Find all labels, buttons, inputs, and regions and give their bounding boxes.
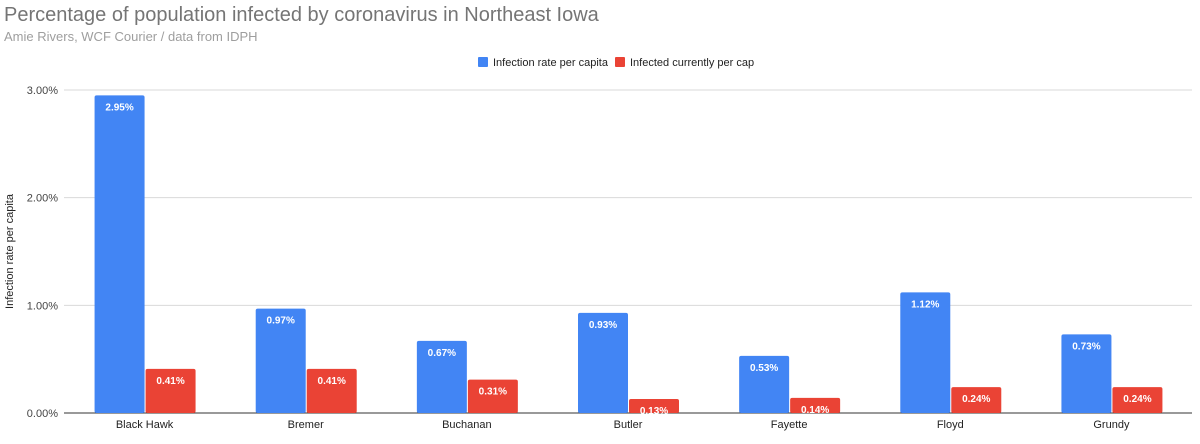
bar-2-6 [951,387,1002,413]
x-tick-label: Floyd [937,419,964,431]
x-tick-label: Fayette [771,419,808,431]
data-label-1-7: 0.73% [1072,341,1100,352]
legend-label-1: Infection rate per capita [493,57,609,69]
legend-swatch-1 [478,57,488,67]
data-label-2-4: 0.13% [640,406,668,417]
data-label-1-1: 2.95% [105,102,133,113]
data-label-1-6: 1.12% [911,299,939,310]
bar-2-3 [467,379,518,413]
bar-2-5 [790,397,841,413]
bar-1-6 [900,292,951,413]
bar-2-7 [1112,387,1163,413]
data-label-2-5: 0.14% [801,405,829,416]
y-tick-label: 3.00% [27,85,58,97]
data-label-2-2: 0.41% [318,376,346,387]
data-label-1-3: 0.67% [428,348,456,359]
chart-title: Percentage of population infected by cor… [4,4,599,26]
bar-2-4 [629,399,679,413]
bar-1-4 [578,312,628,413]
data-label-2-6: 0.24% [962,394,990,405]
bar-1-7 [1061,334,1112,413]
x-tick-label: Buchanan [442,419,492,431]
y-tick-label: 2.00% [27,193,58,205]
x-tick-label: Grundy [1093,419,1130,431]
data-label-1-4: 0.93% [589,320,617,331]
y-tick-label: 1.00% [27,300,58,312]
data-label-2-7: 0.24% [1123,394,1151,405]
y-axis-label: Infection rate per capita [4,193,16,309]
bar-1-2 [255,308,306,413]
x-tick-label: Black Hawk [116,419,174,431]
legend-label-2: Infected currently per cap [630,57,754,69]
bar-1-3 [416,340,467,413]
data-label-2-3: 0.31% [479,387,507,398]
legend-swatch-2 [615,57,625,67]
bar-1-1 [94,95,145,413]
chart-subtitle: Amie Rivers, WCF Courier / data from IDP… [4,29,258,44]
data-label-1-5: 0.53% [750,363,778,374]
bar-2-1 [145,368,196,413]
y-tick-label: 0.00% [27,408,58,420]
x-tick-label: Bremer [288,419,324,431]
data-label-2-1: 0.41% [156,376,184,387]
bar-2-2 [306,368,357,413]
bar-1-5 [739,355,790,413]
x-tick-label: Butler [614,419,643,431]
data-label-1-2: 0.97% [267,316,295,327]
